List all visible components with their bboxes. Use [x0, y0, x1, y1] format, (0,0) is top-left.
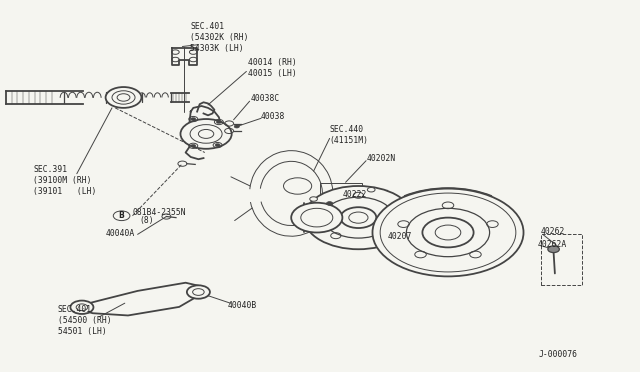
Text: 40014 (RH)
40015 (LH): 40014 (RH) 40015 (LH) — [248, 58, 296, 78]
Text: 40207: 40207 — [387, 232, 412, 241]
Bar — [320, 183, 362, 197]
Text: 40222: 40222 — [342, 190, 367, 199]
Circle shape — [191, 118, 196, 121]
Circle shape — [191, 144, 196, 147]
Circle shape — [215, 144, 220, 147]
Text: 40262: 40262 — [541, 227, 565, 236]
Text: 081B4-2355N: 081B4-2355N — [132, 208, 186, 217]
Circle shape — [326, 202, 333, 205]
Circle shape — [106, 87, 141, 108]
Text: 40202N: 40202N — [367, 154, 396, 163]
Text: SEC.401
(54500 (RH)
54501 (LH): SEC.401 (54500 (RH) 54501 (LH) — [58, 305, 111, 336]
Circle shape — [372, 189, 524, 276]
Text: (8): (8) — [139, 216, 154, 225]
Circle shape — [180, 119, 232, 149]
Circle shape — [70, 301, 93, 314]
Circle shape — [216, 121, 221, 124]
Text: 40038C: 40038C — [251, 94, 280, 103]
Text: SEC.391
(39100M (RH)
(39101   (LH): SEC.391 (39100M (RH) (39101 (LH) — [33, 165, 97, 196]
Circle shape — [234, 125, 239, 128]
Text: SEC.440
(41151M): SEC.440 (41151M) — [330, 125, 369, 145]
Bar — [541, 234, 582, 285]
Circle shape — [548, 246, 559, 253]
Text: 40040B: 40040B — [227, 301, 257, 310]
Text: B: B — [119, 211, 124, 220]
Circle shape — [367, 187, 375, 192]
Text: SEC.401
(54302K (RH)
54303K (LH): SEC.401 (54302K (RH) 54303K (LH) — [190, 22, 248, 53]
Text: J-000076: J-000076 — [539, 350, 578, 359]
Circle shape — [310, 197, 317, 201]
Circle shape — [187, 285, 210, 299]
Text: 40040A: 40040A — [106, 229, 135, 238]
Text: 40038: 40038 — [261, 112, 285, 121]
Circle shape — [304, 186, 413, 249]
Circle shape — [291, 203, 342, 232]
Circle shape — [113, 211, 130, 221]
Text: 40262A: 40262A — [538, 240, 567, 249]
